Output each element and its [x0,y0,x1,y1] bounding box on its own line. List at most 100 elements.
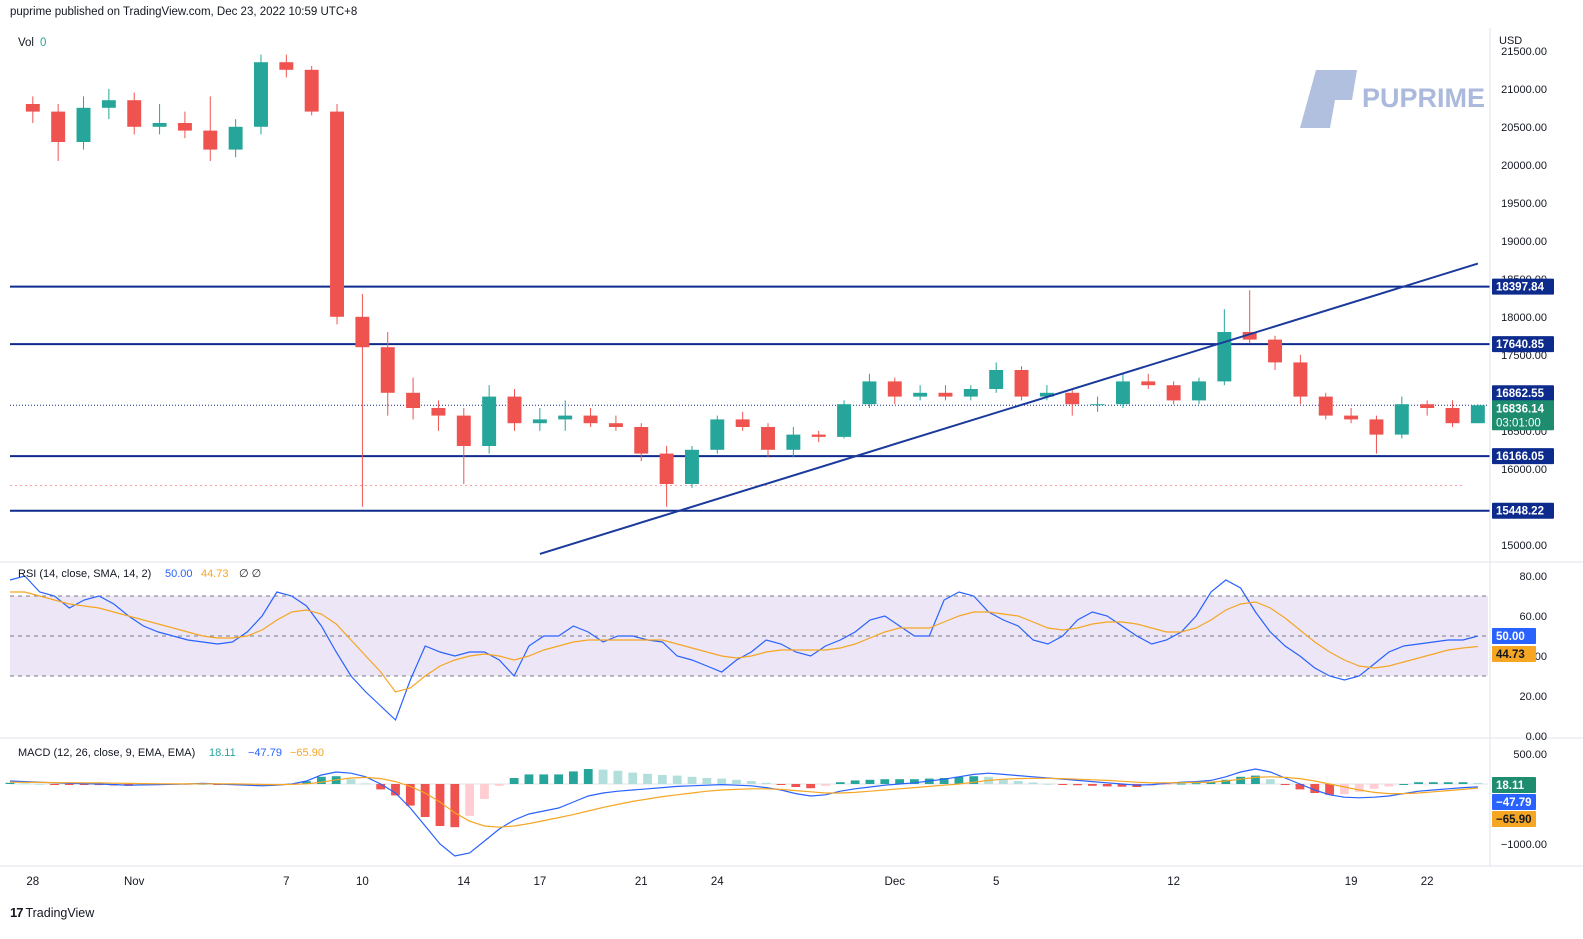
macd-histogram-bar [1176,783,1186,785]
price-tick-label: 21500.00 [1501,46,1547,58]
rsi-legend-tail: ∅ ∅ [239,568,261,580]
macd-histogram-bar [79,784,89,785]
candle-body [1090,404,1105,406]
candle-body [1318,396,1333,416]
last-price-tag: 16836.14 [1496,403,1545,415]
macd-histogram-bar [583,769,593,784]
candle-body [279,62,294,70]
candle-body [938,392,953,397]
candle-body [1420,404,1435,408]
macd-hist-tag: 18.11 [1496,780,1525,792]
candle-body [963,389,978,397]
level-price-tag-bg [1492,278,1554,295]
candle-body [1141,381,1156,386]
macd-histogram-bar [346,779,356,784]
macd-line-tag: −47.79 [1496,797,1532,809]
price-pane[interactable]: Vol 0 USD 15000.0015500.0016000.0016500.… [10,35,1554,555]
rsi-tick-label: 80.00 [1519,571,1547,583]
macd-legend-title: MACD (12, 26, close, 9, EMA, EMA) [18,747,195,759]
volume-value: 0 [40,37,46,49]
macd-histogram-bar [420,784,430,817]
macd-histogram [5,769,1488,828]
puprime-logo-icon [1300,70,1357,128]
tradingview-logo-icon: 17 [10,905,24,920]
macd-histogram-bar [865,779,875,784]
macd-histogram-bar [939,778,949,784]
macd-hist-tag-bg [1492,777,1536,793]
volume-label: Vol [18,37,34,49]
macd-histogram-bar [1162,784,1171,785]
trendline[interactable] [539,262,1479,555]
time-tick-label: Dec [885,876,906,888]
macd-histogram-bar [895,779,905,784]
macd-histogram-bar [1043,783,1053,785]
macd-histogram-bar [672,775,682,784]
candle-body [811,434,826,437]
time-axis[interactable]: 28 Nov 7 10 14 17 21 24 Dec 5 12 19 22 [0,28,1583,888]
macd-histogram-bar [998,779,1008,784]
rsi-value-tag: 50.00 [1496,631,1525,643]
macd-histogram-bar [1236,776,1246,784]
price-axis-ticks: 15000.0015500.0016000.0016500.0017000.00… [1501,46,1547,552]
level-price-tag-bg [1492,502,1554,519]
price-tick-label: 16000.00 [1501,464,1547,476]
time-tick-label: 28 [26,876,39,888]
puprime-watermark: PUPRIME [1300,70,1485,128]
horizontal-levels[interactable] [10,285,1490,512]
macd-histogram-bar [1013,781,1023,784]
countdown-tag: 03:01:00 [1496,417,1541,429]
macd-histogram-bar [702,778,712,784]
macd-histogram-bar [35,783,45,785]
macd-signal-tag-bg [1492,811,1536,827]
macd-histogram-bar [776,784,786,785]
macd-histogram-bar [1221,779,1231,784]
rsi-legend-value: 50.00 [165,568,193,580]
candle-body [1242,332,1257,340]
level-price-tag: 16166.05 [1496,451,1545,463]
macd-histogram-bar [302,781,311,784]
macd-tags: 18.11 −47.79 −65.90 [1492,777,1536,827]
macd-histogram-bar [554,774,563,784]
candle-body [862,381,877,405]
level-price-tag: 18397.84 [1496,282,1545,294]
price-tick-label: 15000.00 [1501,540,1547,552]
candle-body [1445,408,1460,424]
macd-histogram-bar [1443,782,1453,784]
candle-body [1115,381,1130,405]
candle-body [1369,419,1384,435]
publisher-header: puprime published on TradingView.com, De… [10,6,358,18]
ascending-trendline [539,262,1479,555]
tradingview-footer[interactable]: 17 TradingView [10,905,94,920]
macd-histogram-bar [969,776,979,784]
candle-body [406,392,421,408]
time-tick-label: 17 [533,876,546,888]
last-price-tag-bg [1492,400,1554,431]
candle-body [482,396,497,446]
price-tick-label: 20500.00 [1501,122,1547,134]
price-tick-label: 17500.00 [1501,350,1547,362]
price-tick-label: 19500.00 [1501,198,1547,210]
macd-histogram-bar [954,776,964,784]
time-tick-label: Nov [124,876,145,888]
level-price-tag-bg [1492,336,1554,353]
macd-histogram-bar [1206,782,1216,784]
candle-body [558,415,573,420]
candle-body [735,419,750,427]
macd-pane[interactable]: −1000.00 500.00 18.11 −47.79 −65.90 MACD (1… [5,747,1547,857]
macd-histogram-bar [880,779,890,784]
time-tick-label: 22 [1421,876,1434,888]
candle-body [837,404,852,437]
candle-body [330,111,345,317]
rsi-tick-label: 20.00 [1519,691,1547,703]
rsi-tick-label: 60.00 [1519,611,1547,623]
macd-histogram-bar [1073,784,1082,786]
candle-body [1065,392,1080,405]
puprime-watermark-text: PUPRIME [1362,83,1485,113]
macd-histogram-bar [5,782,15,784]
macd-histogram-bar [1087,784,1097,786]
macd-histogram-bar [376,784,386,790]
macd-histogram-bar [850,780,860,784]
